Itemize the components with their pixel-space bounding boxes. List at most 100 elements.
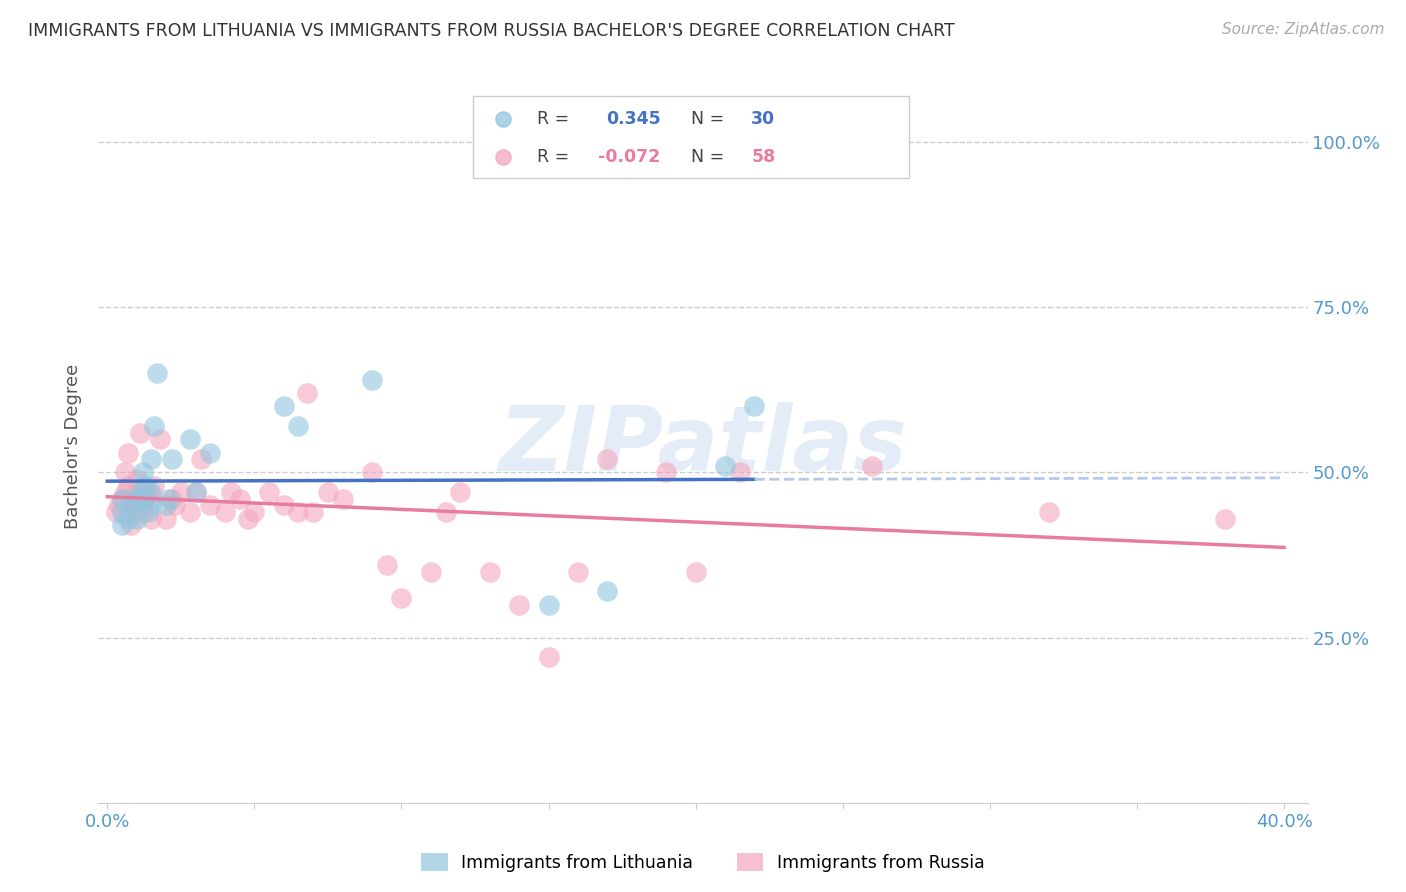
Point [316, 485, 339, 500]
Point [149, 433, 172, 447]
Text: -0.072: -0.072 [598, 148, 659, 166]
Point [714, 458, 737, 473]
Point [160, 491, 183, 506]
Point [117, 478, 139, 492]
Point [134, 491, 156, 506]
Point [155, 499, 177, 513]
Point [332, 491, 354, 506]
Point [744, 400, 766, 414]
Point [419, 565, 441, 579]
Point [184, 485, 207, 500]
Point [120, 499, 142, 513]
Point [179, 433, 201, 447]
Point [200, 499, 222, 513]
Point [728, 466, 751, 480]
Point [125, 491, 148, 506]
Point [1038, 505, 1060, 519]
FancyBboxPatch shape [474, 96, 908, 178]
Point [128, 425, 150, 440]
Text: R =: R = [537, 148, 569, 166]
Point [596, 452, 619, 467]
Point [146, 367, 169, 381]
Point [114, 485, 136, 500]
Point [141, 491, 163, 506]
Point [143, 419, 166, 434]
Point [131, 466, 153, 480]
Point [105, 505, 128, 519]
Point [449, 485, 471, 500]
Point [120, 518, 142, 533]
Text: 0.345: 0.345 [606, 111, 661, 128]
Point [117, 511, 139, 525]
Point [111, 505, 134, 519]
Text: N =: N = [690, 148, 724, 166]
Point [567, 565, 589, 579]
Point [478, 565, 501, 579]
Point [273, 400, 295, 414]
Point [1213, 511, 1236, 525]
Point [131, 491, 153, 506]
Point [138, 485, 160, 500]
Text: ZIPatlas: ZIPatlas [499, 402, 907, 490]
Point [302, 505, 325, 519]
Point [111, 491, 134, 506]
Point [163, 499, 186, 513]
Text: 58: 58 [751, 148, 776, 166]
Point [138, 505, 160, 519]
Point [114, 466, 136, 480]
Text: R =: R = [537, 111, 569, 128]
Point [125, 485, 148, 500]
Point [596, 584, 619, 599]
Point [508, 598, 530, 612]
Point [537, 598, 560, 612]
Point [131, 505, 153, 519]
Point [297, 386, 319, 401]
Point [141, 485, 163, 500]
Point [125, 472, 148, 486]
Point [184, 485, 207, 500]
Point [243, 505, 266, 519]
Point [108, 499, 131, 513]
Point [125, 499, 148, 513]
Point [160, 452, 183, 467]
Point [655, 466, 678, 480]
Point [179, 505, 201, 519]
Point [117, 445, 139, 459]
Point [111, 491, 134, 506]
Point [170, 485, 193, 500]
Point [257, 485, 280, 500]
Text: Source: ZipAtlas.com: Source: ZipAtlas.com [1222, 22, 1385, 37]
Point [287, 505, 309, 519]
Point [361, 373, 384, 387]
Point [155, 511, 177, 525]
Point [143, 478, 166, 492]
Point [537, 650, 560, 665]
Point [128, 485, 150, 500]
Text: IMMIGRANTS FROM LITHUANIA VS IMMIGRANTS FROM RUSSIA BACHELOR'S DEGREE CORRELATIO: IMMIGRANTS FROM LITHUANIA VS IMMIGRANTS … [28, 22, 955, 40]
Point [214, 505, 236, 519]
Point [287, 419, 309, 434]
Point [238, 511, 260, 525]
Point [685, 565, 707, 579]
Text: 30: 30 [751, 111, 776, 128]
Legend: Immigrants from Lithuania, Immigrants from Russia: Immigrants from Lithuania, Immigrants fr… [415, 847, 991, 879]
Point [391, 591, 413, 605]
Point [125, 511, 148, 525]
Point [134, 478, 156, 492]
Point [228, 491, 250, 506]
Point [141, 452, 163, 467]
Point [190, 452, 212, 467]
Point [200, 445, 222, 459]
Text: N =: N = [690, 111, 724, 128]
Point [111, 518, 134, 533]
Point [219, 485, 242, 500]
Point [141, 499, 163, 513]
Point [434, 505, 457, 519]
Point [273, 499, 295, 513]
Point [157, 491, 180, 506]
Point [120, 491, 142, 506]
Point [122, 505, 145, 519]
Point [375, 558, 398, 572]
Y-axis label: Bachelor's Degree: Bachelor's Degree [65, 363, 83, 529]
Point [860, 458, 883, 473]
